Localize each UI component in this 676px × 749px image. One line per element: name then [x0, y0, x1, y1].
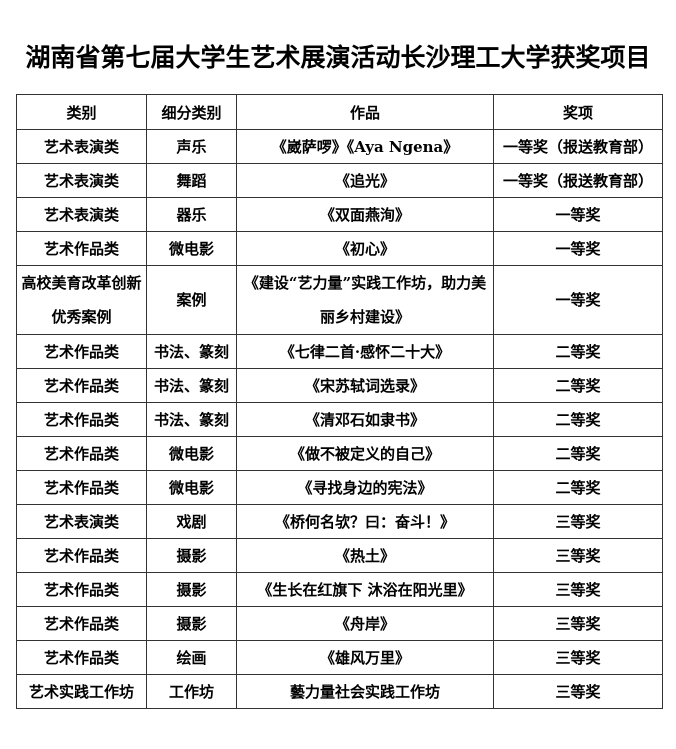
header-subcategory: 细分类别 — [146, 94, 237, 130]
cell-award: 三等奖 — [493, 674, 663, 709]
cell-work: 《追光》 — [236, 163, 494, 198]
cell-subcategory: 书法、篆刻 — [146, 368, 237, 403]
table-row: 艺术表演类 舞蹈 《追光》 一等奖（报送教育部） — [16, 163, 663, 198]
header-award: 奖项 — [493, 94, 663, 130]
table-row: 艺术作品类 摄影 《生长在红旗下 沐浴在阳光里》 三等奖 — [16, 572, 663, 607]
cell-award: 三等奖 — [493, 538, 663, 573]
cell-category: 艺术作品类 — [16, 334, 147, 369]
cell-award: 二等奖 — [493, 402, 663, 437]
cell-category: 艺术作品类 — [16, 470, 147, 505]
cell-award: 二等奖 — [493, 334, 663, 369]
cell-subcategory: 工作坊 — [146, 674, 237, 709]
cell-work: 《寻找身边的宪法》 — [236, 470, 494, 505]
cell-category: 艺术表演类 — [16, 504, 147, 539]
header-category: 类别 — [16, 94, 147, 130]
awards-table: 类别 细分类别 作品 奖项 艺术表演类 声乐 《崴萨啰》《Aya Ngena》 一等奖… — [16, 94, 663, 709]
cell-work: 《崴萨啰》《Aya Ngena》 — [236, 129, 494, 164]
cell-subcategory: 案例 — [146, 265, 237, 335]
cell-category: 艺术表演类 — [16, 129, 147, 164]
table-row: 艺术表演类 器乐 《双面燕洵》 一等奖 — [16, 197, 663, 232]
cell-category: 艺术作品类 — [16, 640, 147, 675]
table-row: 高校美育改革创新优秀案例 案例 《建设“艺力量”实践工作坊，助力美丽乡村建设》 一等奖 — [16, 265, 663, 335]
cell-award: 三等奖 — [493, 606, 663, 641]
header-work: 作品 — [236, 94, 494, 130]
cell-award: 二等奖 — [493, 368, 663, 403]
cell-category: 艺术作品类 — [16, 436, 147, 471]
cell-category: 艺术作品类 — [16, 606, 147, 641]
cell-subcategory: 微电影 — [146, 231, 237, 266]
cell-subcategory: 摄影 — [146, 538, 237, 573]
cell-work: 《热土》 — [236, 538, 494, 573]
cell-award: 一等奖 — [493, 197, 663, 232]
cell-work: 《雄风万里》 — [236, 640, 494, 675]
table-row: 艺术作品类 摄影 《热土》 三等奖 — [16, 538, 663, 573]
cell-category: 艺术实践工作坊 — [16, 674, 147, 709]
cell-award: 三等奖 — [493, 640, 663, 675]
cell-category: 高校美育改革创新优秀案例 — [16, 265, 147, 335]
cell-subcategory: 戏剧 — [146, 504, 237, 539]
cell-work: 藝力量社会实践工作坊 — [236, 674, 494, 709]
table-row: 艺术表演类 戏剧 《桥何名欤？曰：奋斗！》 三等奖 — [16, 504, 663, 539]
cell-category: 艺术表演类 — [16, 163, 147, 198]
cell-subcategory: 舞蹈 — [146, 163, 237, 198]
cell-category: 艺术表演类 — [16, 197, 147, 232]
cell-work: 《生长在红旗下 沐浴在阳光里》 — [236, 572, 494, 607]
cell-award: 一等奖（报送教育部） — [493, 129, 663, 164]
cell-subcategory: 摄影 — [146, 572, 237, 607]
cell-work: 《宋苏轼词选录》 — [236, 368, 494, 403]
cell-subcategory: 绘画 — [146, 640, 237, 675]
cell-work: 《桥何名欤？曰：奋斗！》 — [236, 504, 494, 539]
cell-subcategory: 声乐 — [146, 129, 237, 164]
cell-work: 《建设“艺力量”实践工作坊，助力美丽乡村建设》 — [236, 265, 494, 335]
cell-award: 一等奖（报送教育部） — [493, 163, 663, 198]
table-row: 艺术作品类 摄影 《舟岸》 三等奖 — [16, 606, 663, 641]
table-row: 艺术实践工作坊 工作坊 藝力量社会实践工作坊 三等奖 — [16, 674, 663, 709]
cell-award: 三等奖 — [493, 504, 663, 539]
table-row: 艺术作品类 微电影 《寻找身边的宪法》 二等奖 — [16, 470, 663, 505]
cell-work: 《舟岸》 — [236, 606, 494, 641]
cell-work: 《双面燕洵》 — [236, 197, 494, 232]
cell-award: 三等奖 — [493, 572, 663, 607]
table-row: 艺术作品类 书法、篆刻 《宋苏轼词选录》 二等奖 — [16, 368, 663, 403]
cell-category: 艺术作品类 — [16, 572, 147, 607]
cell-work: 《七律二首·感怀二十大》 — [236, 334, 494, 369]
cell-category: 艺术作品类 — [16, 368, 147, 403]
table-row: 艺术作品类 微电影 《做不被定义的自己》 二等奖 — [16, 436, 663, 471]
cell-work: 《清邓石如隶书》 — [236, 402, 494, 437]
cell-subcategory: 器乐 — [146, 197, 237, 232]
cell-award: 二等奖 — [493, 470, 663, 505]
cell-award: 一等奖 — [493, 231, 663, 266]
cell-category: 艺术作品类 — [16, 402, 147, 437]
table-row: 艺术作品类 书法、篆刻 《七律二首·感怀二十大》 二等奖 — [16, 334, 663, 369]
table-row: 艺术作品类 绘画 《雄风万里》 三等奖 — [16, 640, 663, 675]
cell-category: 艺术作品类 — [16, 538, 147, 573]
cell-work: 《做不被定义的自己》 — [236, 436, 494, 471]
table-row: 艺术作品类 书法、篆刻 《清邓石如隶书》 二等奖 — [16, 402, 663, 437]
table-row: 艺术表演类 声乐 《崴萨啰》《Aya Ngena》 一等奖（报送教育部） — [16, 129, 663, 164]
cell-subcategory: 微电影 — [146, 436, 237, 471]
table-row: 艺术作品类 微电影 《初心》 一等奖 — [16, 231, 663, 266]
cell-subcategory: 微电影 — [146, 470, 237, 505]
cell-award: 一等奖 — [493, 265, 663, 335]
table-header-row: 类别 细分类别 作品 奖项 — [16, 94, 663, 130]
cell-work: 《初心》 — [236, 231, 494, 266]
cell-subcategory: 书法、篆刻 — [146, 402, 237, 437]
cell-category: 艺术作品类 — [16, 231, 147, 266]
cell-subcategory: 摄影 — [146, 606, 237, 641]
cell-award: 二等奖 — [493, 436, 663, 471]
cell-subcategory: 书法、篆刻 — [146, 334, 237, 369]
page-title: 湖南省第七届大学生艺术展演活动长沙理工大学获奖项目 — [25, 43, 651, 72]
